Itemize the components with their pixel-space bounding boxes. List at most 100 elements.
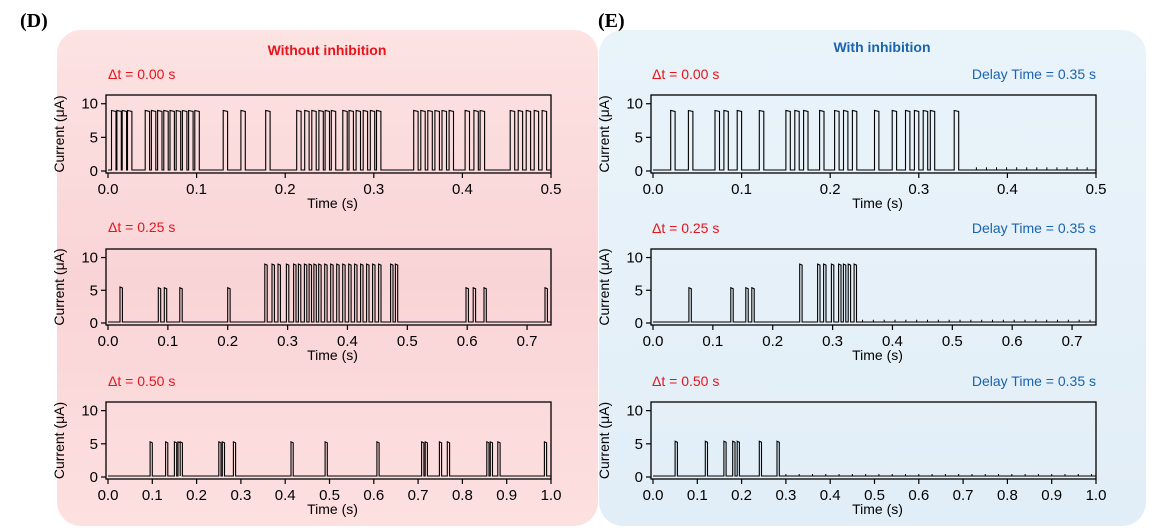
x-tick-label: 0.5 — [864, 487, 885, 504]
x-tick-label: 0.0 — [643, 487, 664, 504]
plot-frame — [650, 401, 1097, 480]
x-tick-label: 0.3 — [908, 181, 929, 198]
y-axis-title: Current (μA) — [596, 95, 612, 172]
x-tick-label: 0.5 — [1086, 181, 1107, 198]
y-tick-label: 10 — [626, 403, 643, 420]
y-tick-label: 0 — [90, 469, 98, 486]
x-tick-label: 0.8 — [452, 487, 473, 504]
x-tick-label: 0.5 — [541, 181, 562, 198]
x-axis-title: Time (s) — [852, 501, 903, 517]
y-tick-label: 10 — [626, 250, 643, 267]
subplot-3: 0 5 10 0.0 0.1 0.2 0.3 0.4 0.5 0.6 0.7 0.8 0.9 1.0 Tim… — [51, 401, 562, 517]
y-axis-title: Current (μA) — [51, 248, 67, 325]
x-tick-label: 0.7 — [408, 487, 429, 504]
x-tick-label: 0.3 — [822, 333, 843, 350]
panel-d-label: (D) — [20, 10, 48, 32]
x-tick-label: 0.6 — [1002, 333, 1023, 350]
x-tick-label: 0.7 — [517, 333, 538, 350]
x-tick-label: 0.2 — [217, 333, 238, 350]
panel-d-dt-label-3: Δt = 0.50 s — [108, 373, 175, 389]
x-tick-label: 0.0 — [98, 333, 119, 350]
x-tick-label: 0.5 — [942, 333, 963, 350]
y-tick-label: 0 — [635, 163, 643, 180]
x-tick-label: 0.1 — [142, 487, 163, 504]
y-tick-label: 5 — [90, 129, 98, 146]
y-tick-label: 5 — [635, 129, 643, 146]
current-trace — [653, 440, 1096, 477]
x-tick-label: 0.9 — [1041, 487, 1062, 504]
x-tick-label: 0.2 — [820, 181, 841, 198]
plot-frame — [650, 94, 1097, 174]
x-axis-title: Time (s) — [307, 501, 358, 517]
x-axis-title: Time (s) — [852, 347, 903, 363]
x-tick-label: 0.2 — [731, 487, 752, 504]
y-tick-label: 0 — [635, 469, 643, 486]
x-tick-label: 0.3 — [363, 181, 384, 198]
panel-e-background — [599, 30, 1146, 526]
panel-e-delay-label-2: Delay Time = 0.35 s — [972, 220, 1096, 236]
y-tick-label: 5 — [90, 282, 98, 299]
panel-d-dt-label-2: Δt = 0.25 s — [108, 219, 175, 235]
panel-e-delay-label-1: Delay Time = 0.35 s — [972, 66, 1096, 82]
current-trace — [653, 263, 1096, 323]
x-tick-label: 0.0 — [643, 181, 664, 198]
panel-e-dt-label-1: Δt = 0.00 s — [652, 66, 719, 82]
x-tick-label: 0.1 — [687, 487, 708, 504]
panel-d-dt-label-1: Δt = 0.00 s — [108, 66, 175, 82]
y-axis-title: Current (μA) — [51, 95, 67, 172]
plot-frame — [105, 401, 552, 480]
x-tick-label: 0.1 — [731, 181, 752, 198]
x-tick-label: 0.4 — [275, 487, 296, 504]
x-tick-label: 0.2 — [762, 333, 783, 350]
y-tick-label: 0 — [90, 315, 98, 332]
x-tick-label: 0.4 — [882, 333, 903, 350]
y-tick-label: 0 — [90, 163, 98, 180]
plot-frame — [105, 248, 552, 326]
x-tick-label: 0.6 — [908, 487, 929, 504]
panel-e-delay-label-3: Delay Time = 0.35 s — [972, 373, 1096, 389]
x-tick-label: 1.0 — [541, 487, 562, 504]
y-tick-label: 10 — [81, 403, 98, 420]
y-axis-title: Current (μA) — [596, 248, 612, 325]
x-tick-label: 0.0 — [98, 181, 119, 198]
x-tick-label: 0.3 — [277, 333, 298, 350]
plot-frame — [650, 248, 1097, 326]
x-axis-title: Time (s) — [307, 347, 358, 363]
x-tick-label: 0.5 — [397, 333, 418, 350]
y-axis-title: Current (μA) — [51, 402, 67, 479]
x-tick-label: 0.4 — [820, 487, 841, 504]
x-tick-label: 0.9 — [496, 487, 517, 504]
x-tick-label: 0.7 — [953, 487, 974, 504]
y-tick-label: 10 — [81, 250, 98, 267]
y-tick-label: 10 — [626, 96, 643, 113]
subplot-4: 0 5 10 0.0 0.1 0.2 0.3 0.4 0.5 Time (s) Current (μ… — [596, 94, 1107, 211]
current-trace — [108, 440, 551, 477]
y-tick-label: 5 — [635, 282, 643, 299]
x-tick-label: 0.4 — [337, 333, 358, 350]
panel-d-title: Without inhibition — [268, 42, 387, 58]
y-tick-label: 5 — [635, 436, 643, 453]
x-tick-label: 0.4 — [997, 181, 1018, 198]
x-tick-label: 0.6 — [457, 333, 478, 350]
x-tick-label: 0.2 — [275, 181, 296, 198]
panel-e-label: (E) — [598, 10, 625, 32]
x-tick-label: 0.3 — [775, 487, 796, 504]
panel-e-dt-label-2: Δt = 0.25 s — [652, 220, 719, 236]
x-tick-label: 0.1 — [186, 181, 207, 198]
x-tick-label: 1.0 — [1086, 487, 1107, 504]
y-tick-label: 0 — [635, 315, 643, 332]
x-tick-label: 0.8 — [997, 487, 1018, 504]
y-tick-label: 10 — [81, 96, 98, 113]
x-tick-label: 0.1 — [702, 333, 723, 350]
panel-e-dt-label-3: Δt = 0.50 s — [652, 373, 719, 389]
current-trace — [108, 109, 551, 171]
x-tick-label: 0.1 — [157, 333, 178, 350]
subplot-6: 0 5 10 0.0 0.1 0.2 0.3 0.4 0.5 0.6 0.7 0.8 0.9 1.0 Tim… — [596, 401, 1107, 517]
x-axis-title: Time (s) — [307, 195, 358, 211]
subplot-5: 0 5 10 0.0 0.1 0.2 0.3 0.4 0.5 0.6 0.7 Time (s) Curr… — [596, 248, 1097, 363]
subplot-2: 0 5 10 0.0 0.1 0.2 0.3 0.4 0.5 0.6 0.7 Time (s) Curr… — [51, 248, 552, 363]
subplot-1: 0 5 10 0.0 0.1 0.2 0.3 0.4 0.5 Time (s) Current (μ… — [51, 94, 562, 211]
y-axis-title: Current (μA) — [596, 402, 612, 479]
